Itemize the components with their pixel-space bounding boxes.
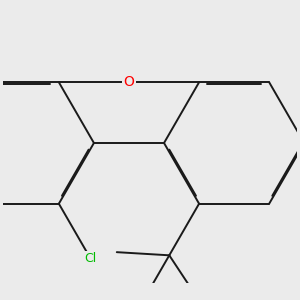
Text: Cl: Cl [84, 252, 97, 265]
Text: O: O [124, 75, 134, 89]
Text: Cl: Cl [84, 252, 97, 265]
Text: O: O [124, 75, 134, 89]
